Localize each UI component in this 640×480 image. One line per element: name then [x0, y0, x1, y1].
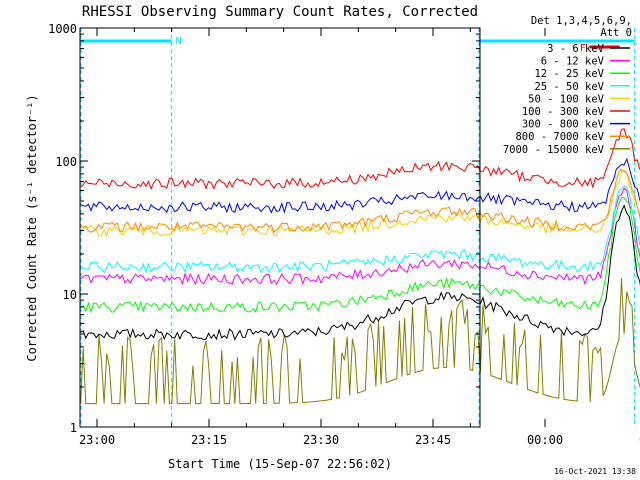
- series-line-0: [80, 204, 640, 341]
- x-tick-label: 23:00: [79, 433, 115, 447]
- x-tick-label: 23:30: [303, 433, 339, 447]
- y-tick-label: 100: [55, 155, 77, 169]
- flare-label: F: [580, 43, 586, 54]
- legend-header: Det 1,3,4,5,6,9,: [531, 15, 632, 27]
- legend-label: 6 - 12 keV: [541, 56, 605, 68]
- x-tick-label: 23:45: [415, 433, 451, 447]
- series-lines: [80, 128, 640, 405]
- legend-label: 7000 - 15000 keV: [503, 144, 605, 156]
- x-axis-label: Start Time (15-Sep-07 22:56:02): [168, 457, 392, 471]
- legend-label: 300 - 800 keV: [522, 119, 605, 131]
- legend-header: Att 0: [600, 27, 632, 39]
- legend-label: 800 - 7000 keV: [515, 131, 604, 143]
- y-axis-label: Corrected Count Rate (s⁻¹ detector⁻¹): [25, 94, 39, 361]
- y-tick-label: 10: [63, 288, 77, 302]
- series-line-8: [80, 278, 640, 405]
- series-line-2: [80, 197, 640, 314]
- series-line-4: [80, 169, 640, 238]
- chart-title: RHESSI Observing Summary Count Rates, Co…: [82, 4, 478, 20]
- x-tick-label: 23:15: [191, 433, 227, 447]
- night-label: N: [176, 36, 182, 47]
- x-tick-label: 00:00: [527, 433, 563, 447]
- legend-label: 12 - 25 keV: [534, 68, 604, 80]
- series-line-6: [80, 157, 640, 214]
- legend-label: 50 - 100 keV: [528, 93, 605, 105]
- series-line-3: [80, 185, 640, 274]
- series-line-7: [80, 168, 640, 234]
- legend-label: 25 - 50 keV: [534, 81, 604, 93]
- legend-label: 100 - 300 keV: [522, 106, 605, 118]
- y-tick-label: 1: [70, 421, 77, 435]
- legend-label: 3 - 6 keV: [547, 43, 605, 55]
- y-axis: 1 10 100 1000: [48, 22, 480, 435]
- series-line-5: [80, 128, 640, 191]
- plot-area-frame: [79, 27, 481, 428]
- y-tick-label: 1000: [48, 22, 77, 36]
- series-line-1: [80, 187, 640, 286]
- x-tick-label: 00:15: [639, 433, 640, 447]
- timestamp-label: 16-Oct-2021 13:38: [554, 467, 636, 476]
- night-flare-overlays: NF: [80, 28, 636, 427]
